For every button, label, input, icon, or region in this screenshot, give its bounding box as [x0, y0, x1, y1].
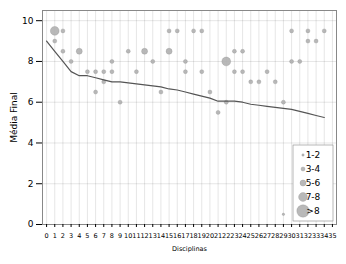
svg-text:5: 5	[85, 232, 89, 240]
svg-text:7-8: 7-8	[306, 192, 321, 202]
svg-text:4: 4	[77, 232, 81, 240]
svg-text:Média Final: Média Final	[9, 92, 19, 143]
svg-text:1-2: 1-2	[306, 150, 321, 160]
svg-text:13: 13	[149, 232, 157, 240]
svg-text:2: 2	[61, 232, 65, 240]
svg-text:27: 27	[263, 232, 271, 240]
svg-text:12: 12	[140, 232, 148, 240]
svg-text:10: 10	[124, 232, 132, 240]
svg-text:16: 16	[173, 232, 181, 240]
svg-text:19: 19	[198, 232, 206, 240]
svg-text:3-4: 3-4	[306, 164, 321, 174]
svg-text:1: 1	[53, 232, 57, 240]
svg-text:6: 6	[28, 97, 34, 107]
svg-text:4: 4	[28, 138, 34, 148]
svg-text:24: 24	[238, 232, 246, 240]
svg-text:17: 17	[181, 232, 189, 240]
svg-text:22: 22	[222, 232, 230, 240]
svg-text:7: 7	[102, 232, 106, 240]
svg-text:6: 6	[94, 232, 98, 240]
svg-text:34: 34	[320, 232, 328, 240]
svg-text:29: 29	[279, 232, 287, 240]
svg-text:14: 14	[157, 232, 165, 240]
svg-text:23: 23	[230, 232, 238, 240]
svg-text:28: 28	[271, 232, 279, 240]
svg-text:26: 26	[255, 232, 263, 240]
svg-text:35: 35	[328, 232, 336, 240]
svg-text:21: 21	[214, 232, 222, 240]
svg-text:8: 8	[28, 56, 34, 66]
svg-text:31: 31	[296, 232, 304, 240]
svg-text:2: 2	[28, 179, 34, 189]
svg-text:30: 30	[287, 232, 295, 240]
svg-text:32: 32	[304, 232, 312, 240]
svg-text:5-6: 5-6	[306, 178, 321, 188]
svg-text:18: 18	[189, 232, 197, 240]
svg-text:11: 11	[132, 232, 140, 240]
svg-text:33: 33	[312, 232, 320, 240]
svg-text:3: 3	[69, 232, 73, 240]
svg-text:9: 9	[118, 232, 122, 240]
svg-text:8: 8	[110, 232, 114, 240]
svg-text:15: 15	[165, 232, 173, 240]
svg-text:10: 10	[22, 16, 34, 26]
svg-text:>8: >8	[306, 206, 320, 216]
svg-text:20: 20	[206, 232, 214, 240]
svg-text:Disciplinas: Disciplinas	[172, 245, 207, 253]
svg-text:0: 0	[45, 232, 49, 240]
svg-text:25: 25	[247, 232, 255, 240]
svg-text:0: 0	[28, 219, 34, 229]
